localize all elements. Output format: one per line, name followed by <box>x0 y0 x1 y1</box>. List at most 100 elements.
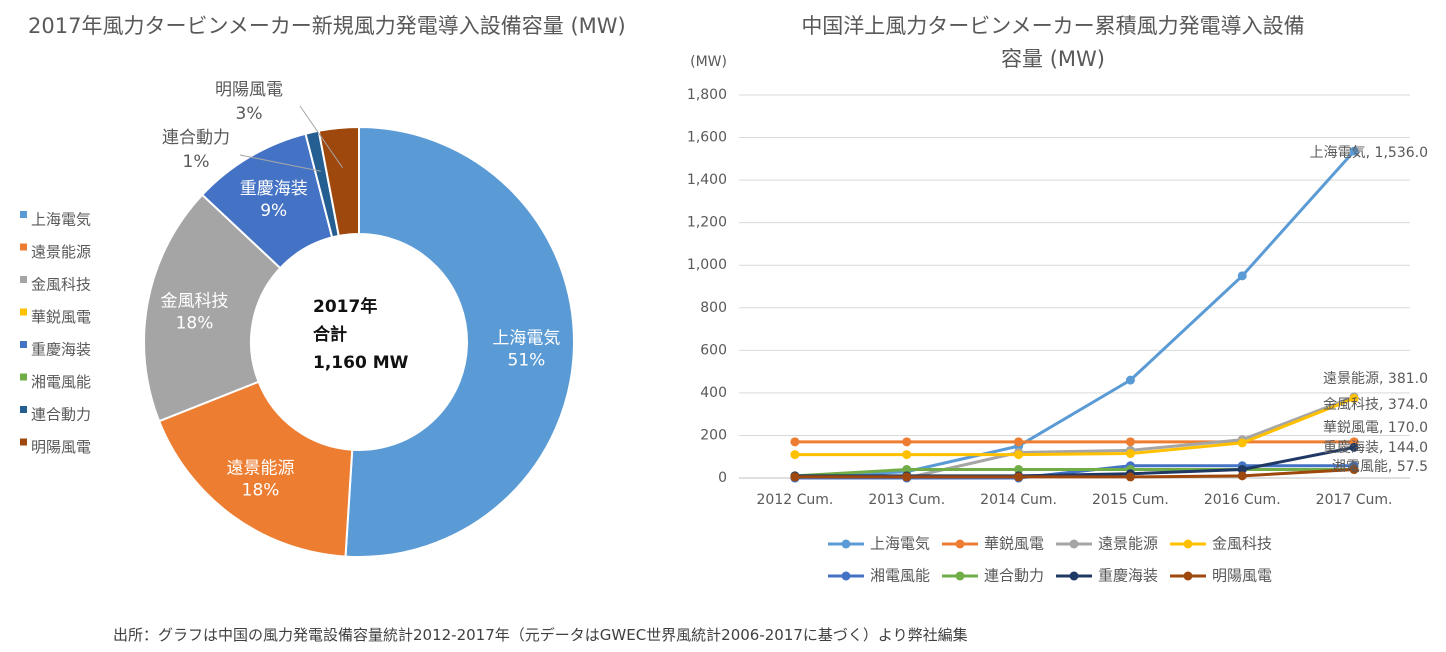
point-series-item-8-item-4 <box>1125 472 1135 482</box>
line-legend-label-item-2: 華鋭風電 <box>984 535 1044 553</box>
point-series-item-7-item-6 <box>1349 442 1359 452</box>
x-tick-label-item-6: 2017 Cum. <box>1316 492 1393 508</box>
donut-legend-label-item-1: 上海電気 <box>31 211 91 229</box>
donut-slice-item-8 <box>317 125 360 238</box>
donut-legend-swatch-item-8 <box>20 438 27 446</box>
line-legend-marker-item-8 <box>1183 571 1193 581</box>
donut-chart: 上海電気 51% 遠景能源 18% 金風科技 18% 重慶海装 9%連合動力 1%明陽風電 3% 2… <box>143 80 575 558</box>
point-series-item-4-item-5 <box>1237 438 1247 448</box>
donut-slice-label-item-7: 連合動力 1% <box>162 128 230 172</box>
line-legend-marker-item-1 <box>841 539 851 549</box>
y-tick-label-item-4: 600 <box>700 342 727 358</box>
line-legend-label-item-3: 遠景能源 <box>1098 535 1158 553</box>
data-label-item-6: 湘電風能, 57.5 <box>1332 459 1428 475</box>
point-series-item-8-item-2 <box>902 472 912 482</box>
donut-legend-swatch-item-6 <box>20 373 27 381</box>
point-series-item-8-item-5 <box>1237 471 1247 481</box>
donut-legend-swatch-item-4 <box>20 308 27 316</box>
y-tick-label-item-1: 0 <box>718 470 727 486</box>
line-chart-title-line-2: 容量 (MW) <box>1001 47 1105 71</box>
y-tick-label-item-6: 1,000 <box>687 257 727 273</box>
data-label-item-5: 重慶海装, 144.0 <box>1323 440 1428 456</box>
point-series-item-1-item-6 <box>1349 146 1359 156</box>
data-label-item-3: 金風科技, 374.0 <box>1323 397 1428 413</box>
line-legend-label-item-8: 明陽風電 <box>1212 567 1272 585</box>
line-legend-label-item-5: 湘電風能 <box>870 567 930 585</box>
line-legend-label-item-7: 重慶海装 <box>1098 567 1158 585</box>
point-series-item-2-item-1 <box>790 437 800 447</box>
donut-slice-label-item-1: 上海電気 51% <box>492 328 560 370</box>
point-series-item-8-item-1 <box>790 472 800 482</box>
donut-legend-swatch-item-1 <box>20 211 27 218</box>
donut-legend-label-item-8: 明陽風電 <box>31 438 91 456</box>
donut-legend-label-item-7: 連合動力 <box>31 406 91 424</box>
donut-slice-label-item-2: 遠景能源 18% <box>227 459 295 501</box>
donut-legend-label-item-4: 華鋭風電 <box>31 308 91 326</box>
point-series-item-1-item-4 <box>1125 375 1135 385</box>
source-note: 出所：グラフは中国の風力発電設備容量統計2012-2017年（元データはGWEC… <box>113 626 968 644</box>
data-label-item-4: 華鋭風電, 170.0 <box>1323 420 1428 436</box>
point-series-item-1-item-5 <box>1237 271 1247 281</box>
point-series-item-7-item-5 <box>1237 464 1247 474</box>
donut-slice-label-item-5: 重慶海装 9% <box>240 179 308 221</box>
line-series-item-8 <box>794 467 1355 479</box>
line-series-item-6 <box>794 467 1355 478</box>
donut-legend-swatch-item-7 <box>20 406 27 413</box>
point-series-item-4-item-4 <box>1125 449 1135 459</box>
y-tick-label-item-5: 800 <box>700 300 727 316</box>
donut-legend-swatch-item-2 <box>20 243 27 251</box>
x-tick-label-item-2: 2013 Cum. <box>868 492 945 508</box>
donut-chart-title: 2017年風力タービンメーカー新規風力発電導入設備容量 (MW) <box>28 14 626 38</box>
donut-leader-line-item-7 <box>239 154 321 172</box>
line-series-item-1 <box>794 150 1356 480</box>
line-legend-marker-item-5 <box>841 571 851 581</box>
donut-slice-label-item-8: 明陽風電 3% <box>215 80 283 124</box>
line-legend-marker-item-6 <box>955 571 965 581</box>
y-tick-label-item-7: 1,200 <box>687 215 727 231</box>
y-tick-label-item-2: 200 <box>700 427 727 443</box>
line-legend-marker-item-4 <box>1183 539 1193 549</box>
point-series-item-6-item-2 <box>902 464 912 474</box>
donut-leader-line-item-8 <box>299 105 343 169</box>
donut-slice-label-item-3: 金風科技 18% <box>160 292 228 334</box>
point-series-item-4-item-3 <box>1014 450 1024 460</box>
donut-slice-item-3 <box>143 193 282 423</box>
donut-legend-label-item-2: 遠景能源 <box>31 243 91 261</box>
line-legend-label-item-6: 連合動力 <box>984 567 1044 585</box>
x-tick-label-item-3: 2014 Cum. <box>980 492 1057 508</box>
data-label-item-1: 上海電気, 1,536.0 <box>1310 145 1428 161</box>
point-series-item-2-item-2 <box>902 437 912 447</box>
x-tick-label-item-5: 2016 Cum. <box>1204 492 1281 508</box>
y-tick-label-item-3: 400 <box>700 385 727 401</box>
y-axis-label: (MW) <box>690 54 727 70</box>
point-series-item-4-item-6 <box>1349 393 1359 403</box>
donut-legend-label-item-6: 湘電風能 <box>31 373 91 391</box>
donut-legend-swatch-item-3 <box>20 276 27 283</box>
point-series-item-8-item-3 <box>1014 472 1024 482</box>
line-chart-title-line-1: 中国洋上風力タービンメーカー累積風力発電導入設備 <box>801 14 1304 38</box>
line-legend-marker-item-2 <box>955 539 965 549</box>
point-series-item-2-item-3 <box>1014 437 1024 447</box>
donut-center-label: 2017年合計 1,160 MW <box>313 296 409 373</box>
x-tick-label-item-1: 2012 Cum. <box>757 492 834 508</box>
donut-legend-label-item-3: 金風科技 <box>31 276 91 294</box>
line-legend-marker-item-7 <box>1069 571 1079 581</box>
donut-legend-swatch-item-5 <box>20 341 27 348</box>
point-series-item-4-item-1 <box>790 450 800 460</box>
y-tick-label-item-9: 1,600 <box>687 130 727 146</box>
line-legend-label-item-4: 金風科技 <box>1212 535 1272 553</box>
point-series-item-2-item-4 <box>1125 437 1135 447</box>
point-series-item-8-item-6 <box>1349 464 1359 474</box>
line-legend-marker-item-3 <box>1069 539 1079 549</box>
y-tick-label-item-10: 1,800 <box>687 87 727 103</box>
point-series-item-4-item-2 <box>902 450 912 460</box>
y-tick-label-item-8: 1,400 <box>687 172 727 188</box>
line-chart: 0 200 400 600 800 1,000 1,200 1,400 1,600 1,800 (M… <box>687 54 1428 508</box>
data-label-item-2: 遠景能源, 381.0 <box>1323 371 1428 387</box>
x-tick-label-item-4: 2015 Cum. <box>1092 492 1169 508</box>
donut-legend-label-item-5: 重慶海装 <box>31 341 91 359</box>
line-series-item-4 <box>794 397 1355 457</box>
line-legend-label-item-1: 上海電気 <box>870 535 930 553</box>
